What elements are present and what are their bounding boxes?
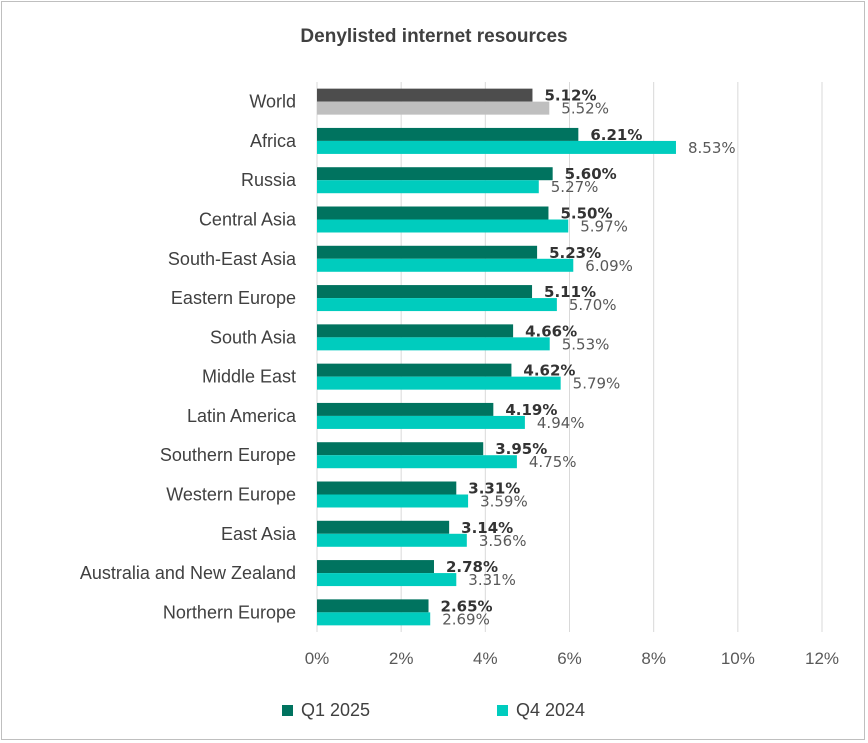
- category-label: Central Asia: [199, 210, 297, 230]
- bar-q4-2024: [317, 101, 550, 115]
- legend-label-q1-2025: Q1 2025: [301, 700, 371, 720]
- chart-title: Denylisted internet resources: [300, 26, 568, 47]
- bar-q4-2024: [317, 180, 539, 194]
- data-label: 4.66%: [525, 322, 577, 340]
- data-label: 4.75%: [529, 453, 577, 471]
- x-tick-label: 12%: [805, 649, 839, 668]
- bar-q1-2025: [317, 206, 549, 220]
- data-label: 5.50%: [560, 205, 612, 223]
- bar-q1-2025: [317, 324, 514, 338]
- category-label: South-East Asia: [168, 249, 297, 269]
- data-label: 2.69%: [442, 610, 490, 628]
- bar-q4-2024: [317, 140, 676, 154]
- data-label: 4.19%: [505, 401, 557, 419]
- data-label: 3.95%: [495, 440, 547, 458]
- bar-q1-2025: [317, 127, 579, 141]
- x-tick-label: 8%: [641, 649, 666, 668]
- bar-q1-2025: [317, 560, 434, 574]
- data-label: 6.21%: [590, 126, 642, 144]
- data-label: 5.60%: [565, 165, 617, 183]
- bar-q1-2025: [317, 167, 553, 181]
- data-label: 5.52%: [561, 100, 609, 118]
- data-label: 5.53%: [562, 335, 610, 353]
- data-label: 3.56%: [479, 532, 527, 550]
- bar-q4-2024: [317, 219, 569, 233]
- bar-q4-2024: [317, 455, 517, 469]
- bar-q4-2024: [317, 573, 457, 587]
- data-label: 5.11%: [544, 283, 596, 301]
- data-label: 4.94%: [537, 414, 585, 432]
- data-label: 3.14%: [461, 519, 513, 537]
- category-label: Russia: [241, 170, 297, 190]
- data-label: 3.31%: [468, 571, 516, 589]
- bar-q1-2025: [317, 481, 457, 495]
- bar-q4-2024: [317, 494, 469, 508]
- legend: Q1 2025 Q4 2024: [0, 700, 868, 724]
- bar-q4-2024: [317, 533, 467, 547]
- bar-q4-2024: [317, 258, 574, 272]
- bar-q4-2024: [317, 612, 431, 626]
- legend-item-q4-2024: Q4 2024: [497, 700, 585, 721]
- category-label: Latin America: [187, 406, 297, 426]
- bar-q1-2025: [317, 363, 512, 377]
- category-label: Africa: [250, 131, 297, 151]
- bar-q4-2024: [317, 298, 557, 312]
- bar-q4-2024: [317, 337, 550, 351]
- legend-label-q4-2024: Q4 2024: [516, 700, 586, 720]
- data-label: 2.78%: [446, 558, 498, 576]
- legend-swatch-q4-2024: [497, 705, 508, 716]
- bar-q1-2025: [317, 442, 484, 456]
- bar-q1-2025: [317, 599, 429, 613]
- data-label: 2.65%: [441, 597, 493, 615]
- legend-swatch-q1-2025: [282, 705, 293, 716]
- category-label: World: [249, 92, 296, 112]
- category-label: Middle East: [202, 367, 296, 387]
- category-label: Australia and New Zealand: [80, 563, 296, 583]
- data-label: 3.31%: [468, 480, 520, 498]
- data-label: 5.23%: [549, 244, 601, 262]
- data-label: 4.62%: [523, 362, 575, 380]
- data-label: 5.12%: [544, 87, 596, 105]
- category-label: Western Europe: [166, 485, 296, 505]
- x-tick-label: 0%: [305, 649, 330, 668]
- bar-q4-2024: [317, 376, 561, 390]
- bar-q1-2025: [317, 402, 494, 416]
- bar-q4-2024: [317, 415, 525, 429]
- category-label: South Asia: [210, 327, 297, 347]
- bar-q1-2025: [317, 285, 533, 299]
- data-label: 5.97%: [580, 218, 628, 236]
- data-label: 5.79%: [573, 375, 621, 393]
- category-label: Southern Europe: [160, 445, 296, 465]
- bar-q1-2025: [317, 520, 450, 534]
- x-tick-label: 2%: [389, 649, 414, 668]
- x-tick-label: 4%: [473, 649, 498, 668]
- x-tick-label: 6%: [557, 649, 582, 668]
- category-label: East Asia: [221, 524, 297, 544]
- legend-item-q1-2025: Q1 2025: [282, 700, 370, 721]
- bar-q1-2025: [317, 245, 538, 259]
- data-label: 6.09%: [585, 257, 633, 275]
- x-tick-label: 10%: [721, 649, 755, 668]
- data-label: 8.53%: [688, 139, 736, 157]
- category-label: Eastern Europe: [171, 288, 296, 308]
- data-label: 5.70%: [569, 296, 617, 314]
- data-label: 3.59%: [480, 493, 528, 511]
- data-label: 5.27%: [551, 178, 599, 196]
- bar-q1-2025: [317, 88, 533, 102]
- category-label: Northern Europe: [163, 602, 296, 622]
